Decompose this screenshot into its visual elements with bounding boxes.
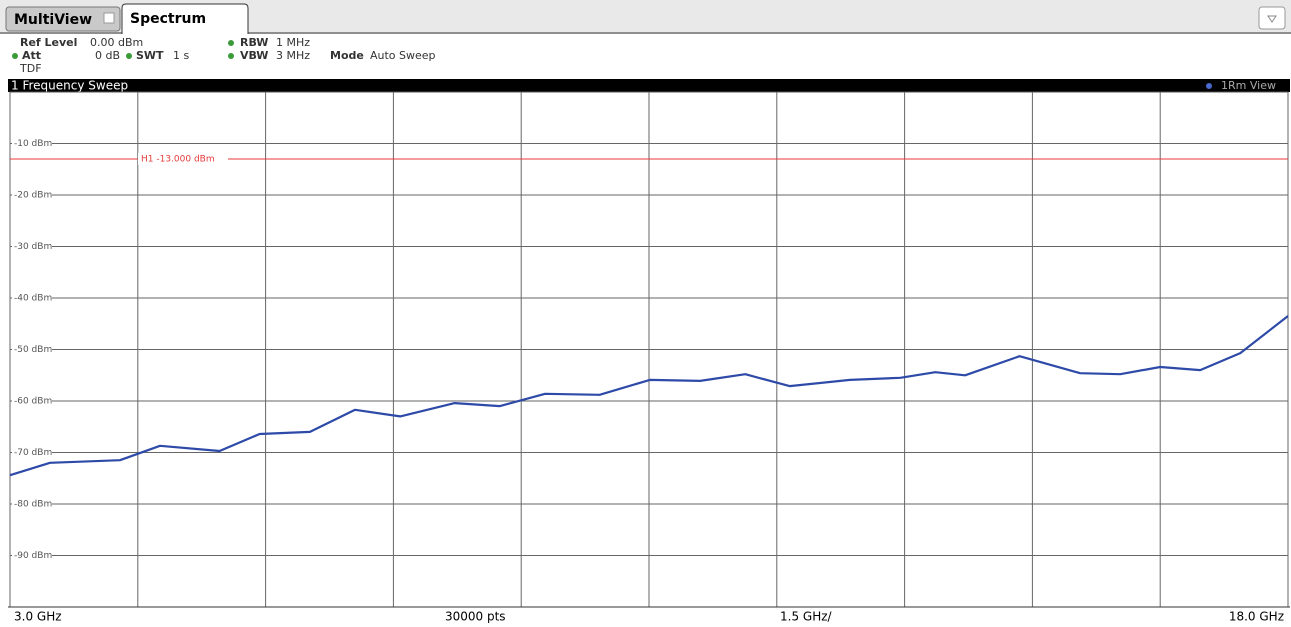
tab-label: Spectrum [130, 11, 206, 27]
tick-label-bg [12, 498, 52, 509]
y-tick-label: -40 dBm [14, 294, 52, 304]
param-value: 0 dB [95, 49, 120, 62]
reference-label-bg [138, 152, 228, 165]
param-label: RBW [240, 36, 268, 49]
footer-stop: 18.0 GHz [1229, 610, 1284, 624]
trace-indicator [1206, 83, 1212, 89]
y-tick-label: -80 dBm [14, 500, 52, 510]
tab-spectrum[interactable] [121, 3, 249, 34]
param-dot [126, 53, 132, 59]
footer-span: 1.5 GHz/ [780, 610, 833, 624]
tab-multiview[interactable] [5, 6, 121, 32]
menu-arrow [1267, 15, 1277, 23]
tab-icon [103, 12, 115, 24]
footer-points: 30000 pts [445, 610, 506, 624]
reference-label: H1 -13.000 dBm [141, 154, 215, 164]
y-tick-label: -90 dBm [14, 551, 52, 561]
y-tick-label: -70 dBm [14, 448, 52, 458]
y-tick-label: -20 dBm [14, 191, 52, 201]
tick-label-bg [12, 292, 52, 303]
footer-start: 3.0 GHz [14, 610, 62, 624]
param-value: 3 MHz [276, 49, 310, 62]
param-label: SWT [136, 49, 164, 62]
trace-view: 1Rm View [1221, 79, 1276, 92]
tab-label: MultiView [14, 12, 92, 28]
window-title: 1 Frequency Sweep [11, 79, 128, 93]
tick-label-bg [12, 343, 52, 355]
param-value: 0.00 dBm [90, 36, 143, 49]
param-label: VBW [240, 49, 268, 62]
param-dot [228, 53, 234, 59]
tick-label-bg [12, 137, 52, 149]
y-tick-label: -10 dBm [14, 139, 52, 149]
trace [9, 315, 1289, 477]
window-title-bar [8, 79, 1290, 92]
param-dot [12, 53, 18, 59]
tick-label-bg [12, 189, 52, 200]
tick-label-bg [12, 446, 52, 458]
menu-button[interactable] [1258, 6, 1286, 30]
tick-label-bg [12, 240, 52, 252]
tick-label-bg [12, 395, 52, 406]
y-tick-label: -60 dBm [14, 397, 52, 407]
param-label: Mode [330, 49, 364, 62]
tick-label-bg [12, 549, 52, 561]
param-label: Ref Level [20, 36, 77, 49]
param-value: 1 MHz [276, 36, 310, 49]
y-tick-label: -50 dBm [14, 345, 52, 355]
y-tick-label: -30 dBm [14, 242, 52, 252]
param-dot [228, 40, 234, 46]
param-value: 1 s [173, 49, 189, 62]
param-label: Att [22, 49, 41, 62]
param-label: TDF [19, 62, 42, 75]
param-value: Auto Sweep [370, 49, 436, 62]
